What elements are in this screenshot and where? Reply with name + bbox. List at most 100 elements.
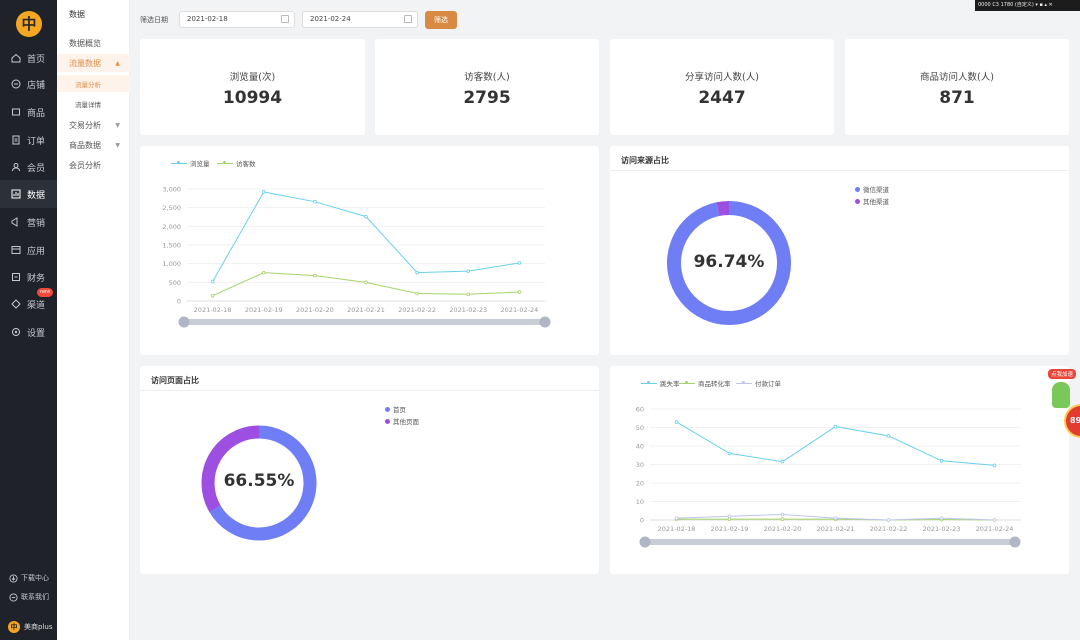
stat-value: 871: [939, 88, 975, 108]
legend-dot-icon: [855, 186, 860, 192]
system-toolbar[interactable]: 0000 C3 1780 (自定义) ▾ ▪ ▴ ✕: [975, 0, 1080, 11]
x-tick-label: 2021-02-22: [398, 306, 436, 314]
data-point: [674, 516, 679, 520]
legend-visitors[interactable]: 访客数: [217, 158, 256, 168]
contact-us-link[interactable]: 联系我们: [0, 592, 57, 602]
zoom-slider-handle: [178, 316, 190, 328]
subnav-item-traffic-detail[interactable]: 流量详情: [57, 95, 130, 112]
subnav-item-member[interactable]: 会员分析: [57, 156, 130, 174]
contact-us-label: 联系我们: [21, 593, 49, 601]
data-point: [415, 270, 419, 275]
nav-item-order[interactable]: 订单: [0, 126, 57, 154]
member-icon: [11, 162, 21, 172]
nav-item-member[interactable]: 会员: [0, 153, 57, 181]
series-line: [676, 421, 995, 466]
data-point: [210, 293, 215, 298]
app-logo[interactable]: 中: [16, 11, 42, 37]
donut-center-value: 66.55%: [223, 471, 295, 491]
nav-item-label: 商品: [27, 108, 46, 119]
x-tick-label: 2021-02-23: [923, 525, 961, 533]
download-icon: [9, 573, 18, 583]
legend-other-source[interactable]: 其他渠道: [855, 196, 889, 206]
calendar-icon: [281, 15, 289, 23]
filter-button[interactable]: 筛选: [425, 11, 457, 29]
panel-title: 访问页面占比: [151, 376, 199, 385]
subnav-item-traffic-analysis[interactable]: 流量分析: [57, 75, 130, 92]
subnav-item-trade[interactable]: 交易分析 ▼: [57, 116, 130, 134]
donut-slice: [716, 201, 730, 217]
nav-item-finance[interactable]: 财务: [0, 263, 57, 291]
y-tick-label: 2,000: [162, 223, 181, 231]
data-point: [313, 273, 317, 278]
stat-label: 访客数(人): [464, 72, 510, 83]
data-point: [364, 280, 368, 285]
legend-dot-icon: [385, 406, 390, 412]
start-date-input[interactable]: 2021-02-18: [179, 11, 295, 28]
nav-item-channel[interactable]: 渠道 new: [0, 288, 57, 318]
marketing-icon: [11, 217, 21, 227]
page-donut-chart: [201, 425, 317, 541]
x-tick-label: 2021-02-22: [870, 525, 908, 533]
y-tick-label: 500: [169, 279, 181, 287]
legend-other-pages[interactable]: 其他页面: [385, 416, 419, 426]
nav-item-store[interactable]: 店铺: [0, 70, 57, 98]
legend-label: 微信渠道: [863, 186, 889, 194]
mascot-icon[interactable]: [1052, 382, 1070, 408]
nav-item-app[interactable]: 应用: [0, 236, 57, 264]
legend-home-page[interactable]: 首页: [385, 404, 406, 414]
channel-icon: [11, 299, 21, 309]
legend-paid-orders[interactable]: 付款订单: [736, 378, 781, 388]
nav-item-goods[interactable]: 商品: [0, 98, 57, 126]
data-point: [261, 270, 266, 275]
filter-date-label: 筛选日期: [140, 16, 168, 24]
subnav-item-label: 流量分析: [75, 80, 101, 89]
data-point: [886, 434, 891, 438]
speedup-badge[interactable]: 点我加速: [1048, 369, 1077, 379]
nav-item-settings[interactable]: 设置: [0, 318, 57, 346]
store-icon: [11, 79, 21, 89]
legend-label: 首页: [393, 406, 406, 414]
donut-slice: [209, 425, 317, 541]
subnav-item-traffic[interactable]: 流量数据 ▲: [57, 54, 130, 72]
contact-icon: [9, 592, 18, 602]
y-tick-label: 3,000: [162, 186, 181, 194]
legend-line-icon: [171, 160, 187, 166]
download-center-link[interactable]: 下载中心: [0, 573, 57, 583]
legend-label: 访客数: [236, 160, 256, 168]
nav-item-home[interactable]: 首页: [0, 44, 57, 72]
legend-conversion-rate[interactable]: 商品转化率: [679, 378, 731, 388]
data-point: [415, 291, 419, 296]
goods-icon: [11, 107, 21, 117]
stat-value: 2795: [463, 88, 511, 108]
data-point: [886, 518, 891, 522]
legend-pageviews[interactable]: 浏览量: [171, 158, 210, 168]
subnav-title: 数据: [69, 10, 85, 19]
data-point: [833, 424, 838, 429]
stat-card-product-visitors: 商品访问人数(人) 871: [845, 39, 1069, 135]
y-tick-label: 0: [640, 517, 644, 525]
legend-bounce-rate[interactable]: 跳失率: [641, 378, 680, 388]
data-point: [727, 514, 732, 519]
traffic-line-chart: 0 500 1,000 1,500 2,000 2,500 3,000 2021-02-18 2…: [162, 186, 551, 328]
calendar-icon: [404, 15, 412, 23]
finance-icon: [11, 272, 21, 282]
x-tick-label: 2021-02-21: [347, 306, 385, 314]
settings-icon: [11, 327, 21, 337]
nav-item-label: 订单: [27, 136, 46, 147]
y-tick-label: 1,500: [162, 242, 181, 250]
nav-item-label: 渠道: [27, 300, 46, 311]
subnav-item-product[interactable]: 商品数据 ▼: [57, 136, 130, 154]
panel-divider: [140, 390, 599, 391]
data-icon: [11, 189, 21, 199]
page-ratio-panel: 访问页面占比 首页 其他页面 66.55%: [140, 366, 599, 574]
x-tick-label: 2021-02-21: [817, 525, 855, 533]
stat-card-pageviews: 浏览量(次) 10994: [140, 39, 365, 135]
end-date-input[interactable]: 2021-02-24: [302, 11, 418, 28]
subnav-item-overview[interactable]: 数据概览: [57, 34, 130, 52]
nav-item-marketing[interactable]: 营销: [0, 208, 57, 236]
legend-wechat[interactable]: 微信渠道: [855, 184, 889, 194]
nav-item-data[interactable]: 数据: [0, 180, 57, 208]
conversion-line-chart: 0 10 20 30 40 50 60 2021-02-18 2021-02-19 2021-02…: [636, 406, 1021, 548]
sub-nav: 数据 数据概览 流量数据 ▲ 流量分析 流量详情 交易分析 ▼ 商品数据 ▼ 会员分析: [57, 0, 130, 640]
panel-title: 访问来源占比: [621, 156, 669, 165]
